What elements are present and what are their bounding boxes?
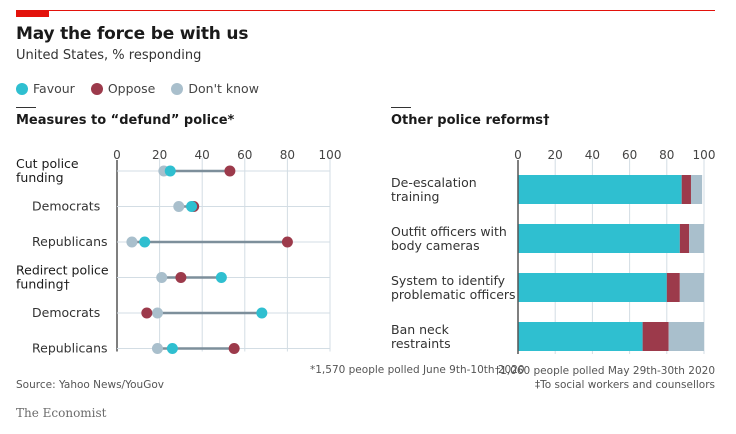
x-tick-label: 100 <box>319 148 342 162</box>
favour-dot <box>186 201 198 212</box>
x-tick-label: 20 <box>152 148 167 162</box>
category-label: Outfit officers with <box>391 224 507 239</box>
dont-know-dot <box>151 343 163 354</box>
row-group-label: Cut police <box>16 156 79 171</box>
dont-know-bar-segment <box>689 224 704 253</box>
brand-red-tab <box>16 10 49 17</box>
row-label: Republicans <box>32 234 108 249</box>
category-label: training <box>391 189 439 204</box>
row-group-label: Redirect police <box>16 263 109 278</box>
oppose-dot <box>228 343 240 354</box>
x-tick-label: 20 <box>548 148 563 162</box>
favour-dot-icon <box>16 82 28 95</box>
favour-bar-segment <box>518 175 682 204</box>
row-group-label: funding <box>16 170 64 185</box>
dont-know-dot <box>173 201 185 212</box>
dont-know-dot <box>151 307 163 319</box>
oppose-dot-icon <box>90 82 103 95</box>
economist-logo: The Economist <box>16 406 107 420</box>
x-tick-label: 100 <box>693 148 716 162</box>
oppose-dot <box>175 272 187 283</box>
favour-dot <box>139 236 151 248</box>
legend-label: Don't know <box>188 81 259 96</box>
oppose-bar-segment <box>666 273 680 302</box>
x-tick-label: 60 <box>622 148 637 162</box>
dont-know-dot <box>126 236 138 248</box>
category-label: problematic officers <box>391 287 516 302</box>
right-panel-title: Other police reforms† <box>391 107 550 128</box>
x-tick-label: 80 <box>659 148 674 162</box>
category-label: De-escalation <box>391 175 477 190</box>
footnote-double-dagger: ‡To social workers and counsellors <box>534 379 715 391</box>
row-label: Republicans <box>32 341 108 356</box>
legend-item-favour: Favour <box>16 81 75 96</box>
dont-know-bar-segment <box>668 322 704 351</box>
dont-know-bar-segment <box>679 273 704 302</box>
favour-dot <box>166 343 178 354</box>
legend-label: Favour <box>33 81 75 96</box>
category-label: System to identify <box>391 273 506 288</box>
chart-subtitle: United States, % responding <box>16 48 202 63</box>
source-note: Source: Yahoo News/YouGov <box>16 379 164 391</box>
favour-bar-segment <box>518 322 643 351</box>
x-tick-label: 0 <box>514 148 522 162</box>
favour-dot <box>256 307 268 319</box>
oppose-dot <box>224 165 236 177</box>
category-label: restraints <box>391 336 451 351</box>
oppose-bar-segment <box>679 224 690 253</box>
header-rule <box>16 10 715 11</box>
x-tick-label: 0 <box>113 148 121 162</box>
row-label: Democrats <box>32 199 100 214</box>
favour-bar-segment <box>518 273 667 302</box>
favour-bar-segment <box>518 224 680 253</box>
dont-know-bar-segment <box>690 175 703 204</box>
legend-item-dont-know: Don't know <box>171 81 259 96</box>
row-group-label: funding† <box>16 277 70 292</box>
footnote-dagger: †1,060 people polled May 29th-30th 2020 <box>494 365 715 377</box>
oppose-dot <box>281 236 293 248</box>
oppose-bar-segment <box>642 322 669 351</box>
category-label: body cameras <box>391 238 480 253</box>
footnote-star: *1,570 people polled June 9th-10th 2020 <box>310 364 525 376</box>
legend: Favour Oppose Don't know <box>16 81 259 96</box>
legend-label: Oppose <box>107 81 156 96</box>
x-tick-label: 40 <box>195 148 210 162</box>
category-label: Ban neck <box>391 322 450 337</box>
oppose-dot <box>141 307 153 319</box>
row-label: Democrats <box>32 305 100 320</box>
oppose-bar-segment <box>681 175 691 204</box>
favour-dot <box>164 165 176 177</box>
legend-item-oppose: Oppose <box>90 81 156 96</box>
x-tick-label: 40 <box>585 148 600 162</box>
left-panel-title: Measures to “defund” police* <box>16 107 235 128</box>
favour-dot <box>215 272 227 283</box>
x-tick-label: 60 <box>237 148 252 162</box>
dont-know-dot <box>156 272 168 283</box>
footnotes-dagger: †1,060 people polled May 29th-30th 2020 … <box>495 364 715 392</box>
chart-title: May the force be with us <box>16 24 249 44</box>
dont-know-dot-icon <box>171 82 184 95</box>
x-tick-label: 80 <box>280 148 295 162</box>
